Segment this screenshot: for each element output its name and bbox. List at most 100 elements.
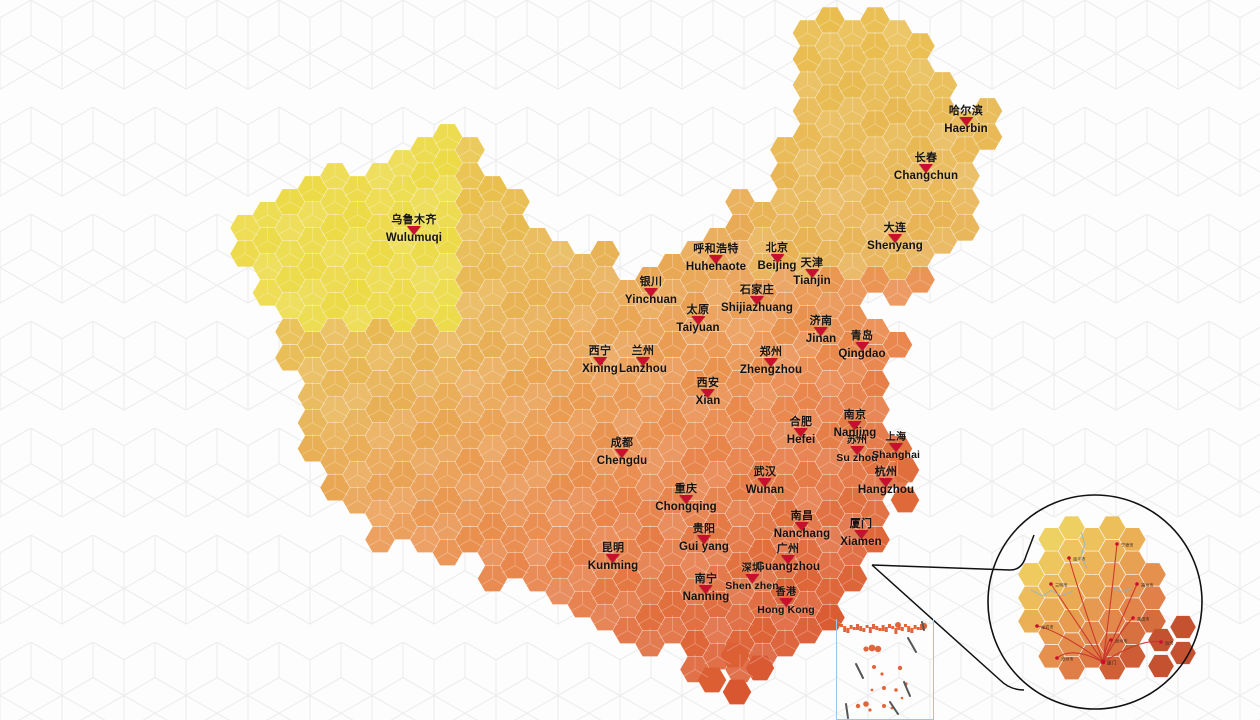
- city-name-cn: 太原: [686, 304, 710, 316]
- city-name-cn: 石家庄: [739, 284, 775, 296]
- city-marker-chongqing[interactable]: 重庆 Chongqing: [655, 484, 717, 514]
- svg-text:宁德市: 宁德市: [1121, 542, 1134, 549]
- map-pin-icon: [406, 226, 421, 235]
- city-marker-kunming[interactable]: 昆明 Kunming: [588, 543, 639, 573]
- city-marker-shenyang[interactable]: 大连 Shenyang: [867, 223, 923, 253]
- city-marker-xining[interactable]: 西宁 Xining: [582, 346, 618, 376]
- map-pin-icon: [780, 555, 795, 564]
- city-name-cn: 兰州: [631, 345, 655, 357]
- city-marker-hefei[interactable]: 合肥 Hefei: [787, 417, 816, 447]
- city-name-en: Chengdu: [596, 455, 648, 467]
- city-name-cn: 呼和浩特: [693, 243, 739, 255]
- map-pin-icon: [764, 358, 778, 367]
- city-marker-nanning[interactable]: 南宁 Nanning: [683, 574, 730, 604]
- svg-text:台湾: 台湾: [1165, 640, 1173, 647]
- svg-text:泉州市: 泉州市: [1115, 638, 1128, 645]
- map-pin-icon: [708, 255, 723, 264]
- city-name-en: Shanghai: [871, 449, 921, 461]
- svg-text:三明市: 三明市: [1055, 582, 1068, 589]
- map-pin-icon: [805, 269, 819, 278]
- city-marker-changchun[interactable]: 长春 Changchun: [894, 153, 958, 183]
- city-marker-taiyuan[interactable]: 太原 Taiyuan: [676, 305, 719, 335]
- svg-text:福州市: 福州市: [1141, 582, 1154, 589]
- city-name-en: Shenyang: [867, 240, 923, 252]
- city-marker-nanchang[interactable]: 南昌 Nanchang: [774, 511, 830, 541]
- city-name-cn: 昆明: [601, 542, 625, 554]
- map-pin-icon: [758, 478, 772, 487]
- city-marker-nanjing[interactable]: 南京 Nanjing: [834, 410, 877, 440]
- city-name-cn: 济南: [809, 315, 833, 327]
- city-name-cn: 杭州: [874, 466, 898, 478]
- city-marker-qingdao[interactable]: 青岛 Qingdao: [838, 331, 885, 361]
- city-marker-shijiazhuang[interactable]: 石家庄 Shijiazhuang: [721, 285, 793, 315]
- city-marker-zhengzhou[interactable]: 郑州 Zhengzhou: [740, 347, 802, 377]
- city-name-en: Xining: [582, 363, 618, 375]
- map-pin-icon: [606, 554, 620, 563]
- map-pin-icon: [678, 495, 693, 504]
- city-name-en: Beijing: [757, 260, 797, 272]
- city-name-cn: 上海: [885, 432, 907, 443]
- city-marker-lanzhou[interactable]: 兰州 Lanzhou: [619, 346, 667, 376]
- city-name-en: Hefei: [786, 434, 816, 446]
- city-name-cn: 乌鲁木齐: [391, 214, 437, 226]
- city-marker-hangzhou[interactable]: 杭州 Hangzhou: [858, 467, 914, 497]
- city-marker-shen-zhen[interactable]: 深圳 Shen zhen: [725, 564, 778, 592]
- map-pin-icon: [635, 357, 650, 366]
- svg-text:莆田市: 莆田市: [1137, 616, 1150, 623]
- map-pin-icon: [698, 585, 713, 594]
- map-pin-icon: [853, 530, 868, 539]
- city-name-en: Haerbin: [944, 123, 988, 135]
- map-pin-icon: [959, 117, 973, 126]
- city-name-en: Gui yang: [678, 541, 730, 553]
- city-marker-haerbin[interactable]: 哈尔滨 Haerbin: [944, 106, 988, 136]
- city-marker-hong-kong[interactable]: 香港 Hong Kong: [757, 588, 814, 616]
- city-name-cn: 西安: [696, 377, 720, 389]
- map-pin-icon: [795, 522, 809, 531]
- map-pin-icon: [701, 389, 715, 398]
- city-name-cn: 广州: [776, 543, 800, 555]
- city-marker-guangzhou[interactable]: 广州 Guangzhou: [756, 544, 820, 574]
- map-pin-icon: [879, 478, 893, 487]
- city-name-en: Qingdao: [838, 348, 886, 360]
- city-name-cn: 深圳: [741, 563, 763, 574]
- city-marker-beijing[interactable]: 北京 Beijing: [757, 243, 796, 273]
- city-name-en: Guangzhou: [755, 561, 821, 573]
- city-name-en: Xiamen: [840, 536, 882, 548]
- city-name-en: Tianjin: [793, 275, 831, 287]
- city-name-cn: 青岛: [850, 330, 874, 342]
- city-marker-jinan[interactable]: 济南 Jinan: [806, 316, 837, 346]
- map-pin-icon: [593, 357, 607, 366]
- map-pin-icon: [769, 254, 784, 263]
- city-name-en: Nanchang: [773, 528, 831, 540]
- city-marker-shanghai[interactable]: 上海 Shanghai: [872, 433, 920, 461]
- city-name-cn: 北京: [765, 242, 789, 254]
- city-marker-chengdu[interactable]: 成都 Chengdu: [597, 438, 648, 468]
- svg-text:厦门: 厦门: [1107, 660, 1117, 667]
- svg-text:南平市: 南平市: [1073, 556, 1086, 563]
- city-marker-wulumuqi[interactable]: 乌鲁木齐 Wulumuqi: [386, 215, 442, 245]
- map-pin-icon: [615, 449, 629, 458]
- city-marker-gui-yang[interactable]: 贵阳 Gui yang: [679, 524, 729, 554]
- city-name-cn: 哈尔滨: [948, 105, 984, 117]
- city-name-en: Nanning: [682, 591, 730, 603]
- city-marker-yinchuan[interactable]: 银川 Yinchuan: [625, 277, 677, 307]
- xiamen-region-inset[interactable]: 南平市 宁德市 三明市 福州市 莆田市 龙岩市 泉州市 漳州市 台湾 厦门: [985, 492, 1205, 712]
- city-marker-xian[interactable]: 西安 Xian: [696, 378, 721, 408]
- city-marker-su-zhou[interactable]: 苏州 Su zhou: [836, 436, 878, 464]
- city-marker-tianjin[interactable]: 天津 Tianjin: [793, 258, 831, 288]
- south-china-sea-inset: [836, 619, 934, 720]
- city-name-cn: 贵阳: [692, 523, 716, 535]
- map-pin-icon: [887, 234, 902, 243]
- city-marker-xiamen[interactable]: 厦门 Xiamen: [840, 519, 882, 549]
- tile-lattice-overlay: [231, 5, 1001, 678]
- map-pin-icon: [848, 421, 862, 430]
- map-pin-icon: [696, 535, 711, 544]
- city-marker-huhehaote[interactable]: 呼和浩特 Huhehaote: [686, 244, 746, 274]
- city-name-cn: 重庆: [674, 483, 698, 495]
- map-pin-icon: [850, 446, 864, 455]
- city-name-en: Nanjing: [833, 427, 877, 439]
- city-marker-wuhan[interactable]: 武汉 Wuhan: [746, 467, 785, 497]
- city-name-en: Hangzhou: [857, 484, 915, 496]
